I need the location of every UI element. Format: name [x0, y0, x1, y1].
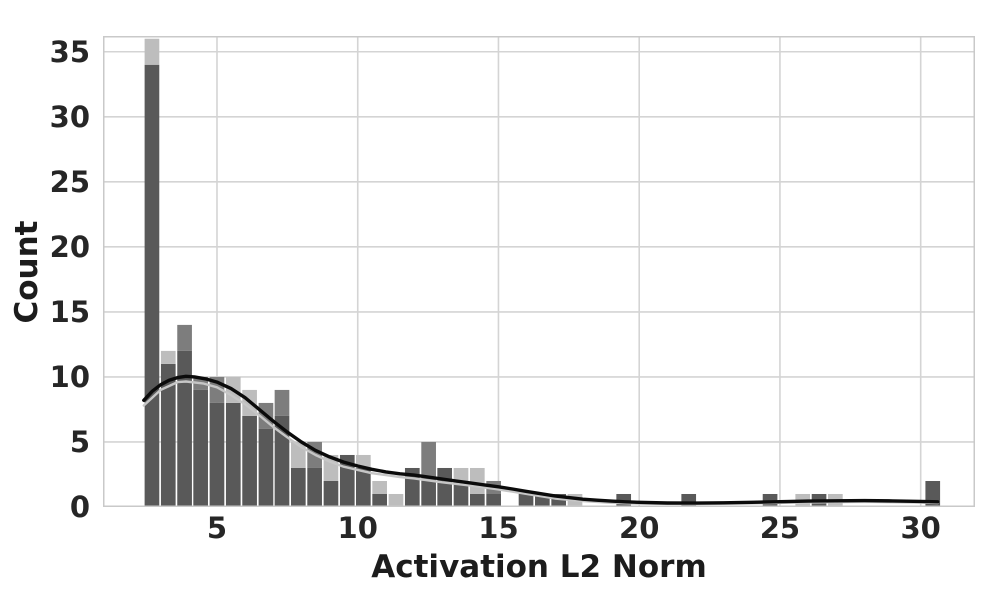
x-tick-label: 20	[619, 511, 660, 545]
y-tick-label: 15	[49, 294, 90, 329]
x-tick-label: 15	[478, 511, 519, 545]
histogram-bar-segment-dark	[290, 467, 306, 507]
y-tick-label: 10	[49, 359, 90, 394]
histogram-bar-segment-medium	[177, 324, 192, 351]
x-tick-label: 30	[900, 511, 941, 545]
histogram-bar-segment-dark	[437, 467, 453, 507]
histogram-bar-segment-dark	[242, 415, 257, 507]
plot-frame	[103, 36, 975, 507]
histogram-bar-segment-dark	[209, 402, 225, 507]
x-tick-label: 5	[206, 511, 228, 545]
x-tick-label: 10	[337, 511, 378, 545]
histogram-bar-segment-dark	[518, 493, 534, 507]
histogram-bar-segment-dark	[274, 415, 290, 507]
histogram-bar-segment-dark	[356, 467, 371, 507]
y-tick-label: 20	[49, 229, 90, 264]
histogram-bar-segment-dark	[372, 493, 387, 507]
histogram-bar-segment-dark	[160, 363, 176, 507]
histogram-bar-segment-medium	[421, 441, 436, 481]
histogram-bar-segment-dark	[258, 428, 274, 507]
y-axis-title: Count	[9, 220, 45, 324]
histogram-bar-segment-dark	[421, 480, 436, 507]
histogram-bar-segment-light	[469, 467, 485, 494]
histogram-bar-segment-dark	[177, 350, 192, 507]
histogram-bar-segment-dark	[486, 493, 501, 507]
histogram-bar-segment-light	[388, 493, 404, 507]
histogram-bar-segment-light	[372, 480, 387, 494]
y-tick-label: 30	[49, 99, 90, 134]
x-tick-label: 25	[759, 511, 801, 545]
histogram-bar-segment-light	[160, 350, 176, 364]
histogram-bar-segment-dark	[469, 493, 485, 507]
y-tick-label: 0	[69, 490, 90, 524]
histogram-bar-segment-light	[453, 467, 469, 481]
y-tick-label: 35	[49, 34, 90, 69]
histogram-bar-segment-medium	[274, 389, 290, 416]
y-tick-label: 25	[49, 164, 90, 199]
histogram-bar-segment-dark	[323, 480, 339, 507]
histogram-bar-segment-light	[144, 38, 160, 65]
kde-curve	[142, 374, 940, 505]
histogram-bar-segment-dark	[307, 467, 322, 507]
histogram-bar-segment-dark	[225, 402, 241, 507]
histogram-bar-segment-dark	[453, 480, 469, 507]
histogram-bar-segment-dark	[144, 64, 160, 507]
x-axis-title: Activation L2 Norm	[371, 549, 707, 585]
y-tick-label: 5	[69, 424, 90, 459]
plot-area	[103, 36, 975, 507]
histogram-bar-segment-dark	[193, 389, 208, 507]
